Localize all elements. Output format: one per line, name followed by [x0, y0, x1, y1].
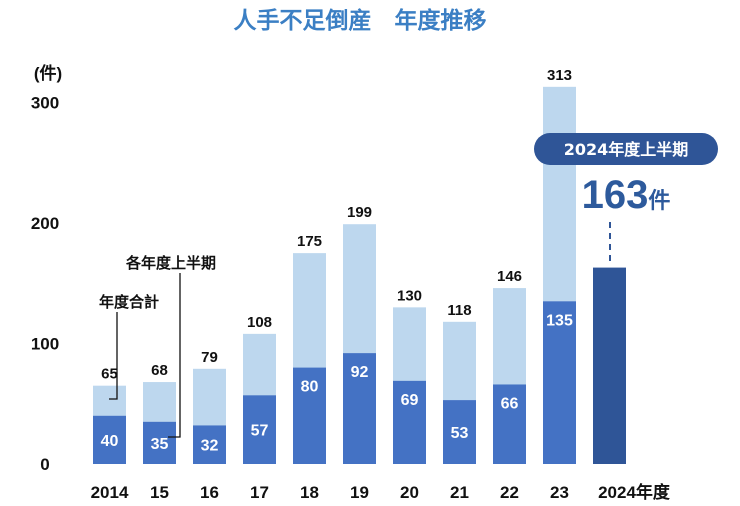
annotation-total: 年度合計: [99, 293, 159, 311]
bar-total-label: 313: [547, 67, 572, 84]
x-tick-label: 20: [400, 483, 419, 502]
bar-half-label: 92: [351, 364, 369, 381]
x-axis-labels: 2014 15 16 17 18 19 20 21 22 23 2024年度: [91, 482, 671, 502]
highlight-badge: [534, 133, 718, 165]
bar-half-label: 66: [501, 395, 519, 412]
y-tick-label: 300: [31, 94, 59, 113]
highlight-number: 163: [582, 173, 649, 217]
bar-half: [193, 425, 226, 464]
bar-current-half: [593, 267, 626, 464]
bar-total-label: 108: [247, 314, 272, 331]
highlight-callout: 2024年度上半期 163件: [534, 133, 718, 264]
bar-half: [293, 367, 326, 464]
x-tick-label: 23: [550, 483, 569, 502]
x-tick-label: 18: [300, 483, 319, 502]
bar-half-label: 80: [301, 379, 319, 396]
x-tick-label: 19: [350, 483, 369, 502]
y-axis-ticks: 0 100 200 300: [31, 94, 59, 475]
x-tick-label: 2014: [91, 483, 129, 502]
annotation-leader-total: [109, 312, 118, 400]
bar-half: [143, 421, 176, 464]
bar-half-label: 69: [401, 392, 419, 409]
bar-total-label: 175: [297, 233, 322, 250]
annotation-half: 各年度上半期: [125, 254, 216, 272]
bar-total-label: 79: [201, 349, 218, 366]
bar-half: [543, 301, 576, 464]
bar-total-label: 130: [397, 287, 422, 304]
annotation-leader-half: [168, 273, 181, 438]
x-tick-label: 22: [500, 483, 519, 502]
x-tick-label: 2024年度: [598, 482, 671, 502]
y-tick-label: 100: [31, 335, 59, 354]
y-tick-label: 200: [31, 214, 59, 233]
bar-half: [393, 380, 426, 464]
annotations: 年度合計 各年度上半期: [99, 254, 216, 438]
bar-half: [243, 395, 276, 464]
x-tick-label: 16: [200, 483, 219, 502]
bar-total-label: 68: [151, 362, 168, 379]
y-tick-label: 0: [40, 455, 49, 474]
bar-half-label: 32: [201, 438, 219, 455]
bar-half-label: 53: [451, 425, 469, 442]
y-axis-label: (件): [34, 63, 62, 83]
highlight-value: 163件: [582, 173, 671, 217]
x-tick-label: 15: [150, 483, 169, 502]
highlight-unit: 件: [648, 189, 670, 214]
x-tick-label: 21: [450, 483, 469, 502]
bar-half-label: 57: [251, 423, 269, 440]
x-tick-label: 17: [250, 483, 269, 502]
bar-half-label: 35: [151, 436, 169, 453]
bar-half: [443, 400, 476, 464]
bar-total-label: 65: [101, 366, 118, 383]
chart-title: 人手不足倒産 年度推移: [234, 7, 487, 34]
bar-half-label: 40: [101, 433, 119, 450]
highlight-badge-text: 2024年度上半期: [564, 140, 689, 159]
bar-total-label: 118: [447, 302, 471, 319]
bar-total-label: 199: [347, 204, 372, 221]
bar-half: [343, 353, 376, 464]
bar-half-label: 135: [546, 312, 573, 329]
bar-half: [93, 415, 126, 464]
bar-total-label: 146: [497, 268, 522, 285]
bar-half: [493, 384, 526, 464]
